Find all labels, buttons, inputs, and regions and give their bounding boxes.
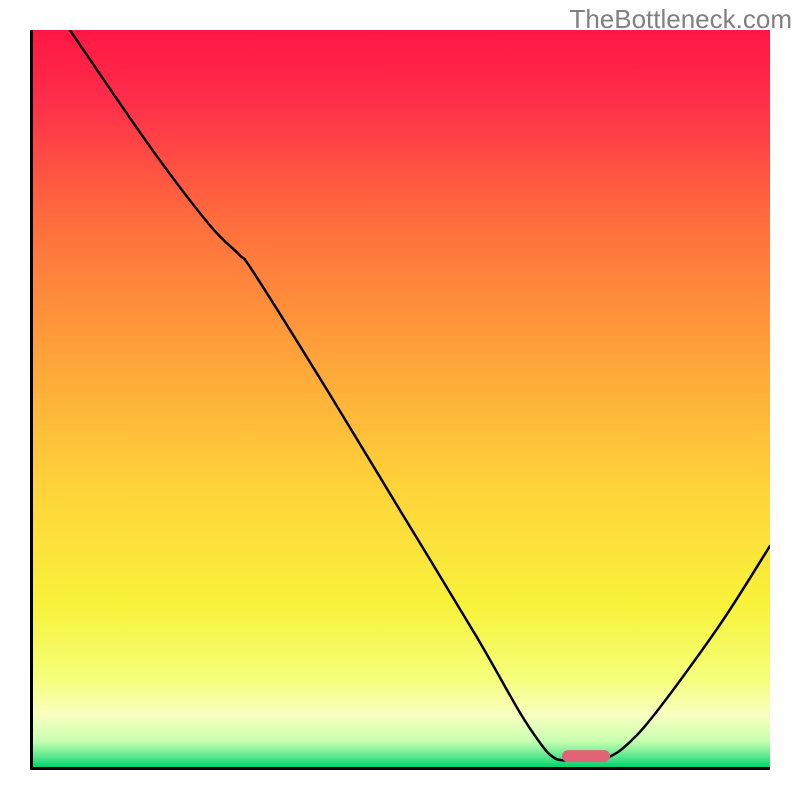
optimal-marker: [562, 750, 610, 762]
bottleneck-curve: [70, 30, 770, 761]
bottleneck-chart: TheBottleneck.com: [0, 0, 800, 800]
curve-svg: [33, 30, 770, 767]
plot-area: [30, 30, 770, 770]
